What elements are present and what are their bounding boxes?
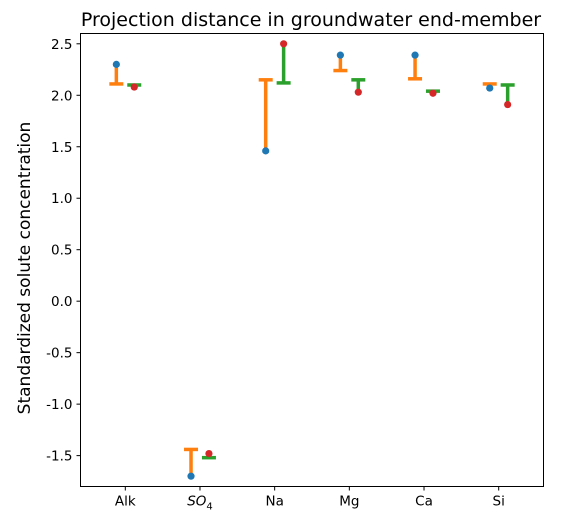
x-tick-label: Ca [415,494,433,510]
plot-area: -1.5 -1.0 -0.5 0.0 0.5 1.0 1.5 2.0 2.5 Alk SO4 Na Mg… [46,37,515,511]
data-point-red [205,449,213,458]
y-tick-label: 2.5 [51,37,72,53]
data-point-red [280,40,288,48]
y-tick-label: 0.0 [51,294,72,310]
plot-frame [80,33,544,487]
x-tick-label-text: Mg [339,494,359,510]
y-tick-label: 1.5 [51,140,72,156]
y-tick-label: -1.0 [46,397,72,413]
x-tick-label-text: Si [493,494,505,510]
y-tick-label: -0.5 [46,346,72,362]
data-point-blue [262,147,270,155]
x-tick-label-text: Alk [115,494,136,510]
x-tick-label: Alk [115,494,136,510]
data-point-blue [411,51,419,59]
y-tick-label: -1.5 [46,449,72,465]
x-tick-label: Si [493,494,505,510]
data-point-blue [112,60,120,68]
chart-title: Projection distance in groundwater end-m… [81,9,541,31]
x-tick-label-text: Na [265,494,283,510]
x-tick-label-text: Ca [415,494,433,510]
data-point-red [354,88,362,96]
data-point-blue [187,472,195,480]
x-tick-label-text: SO [187,494,207,510]
data-point-blue [336,51,344,59]
y-tick-label: 1.0 [51,191,72,207]
x-tick-label: Na [265,494,283,510]
y-tick-label: 0.5 [51,243,72,259]
data-point-red [504,100,512,109]
y-axis-label: Standardized solute concentration [15,122,35,415]
x-tick-label: SO4 [187,494,213,511]
data-point-red [130,83,138,91]
data-point-blue [486,84,494,92]
x-tick-label-subscript: 4 [206,502,212,511]
x-tick-label: Mg [339,494,359,510]
data-point-red [429,89,437,97]
y-tick-label: 2.0 [51,88,72,104]
